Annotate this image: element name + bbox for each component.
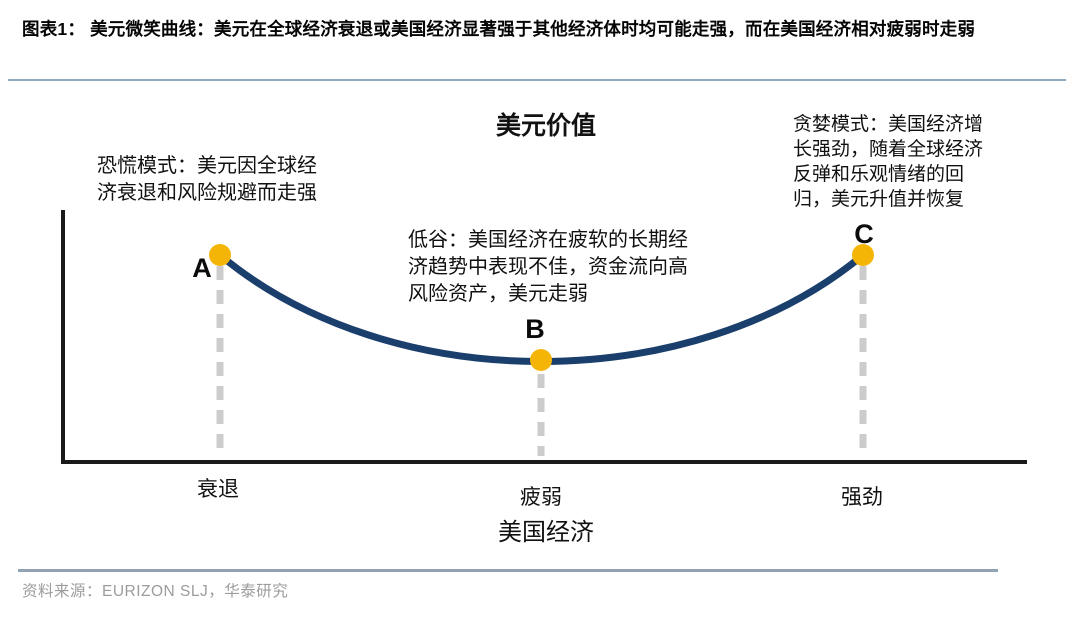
annotation-panic-mode: 恐慌模式：美元因全球经济衰退和风险规避而走强 xyxy=(97,155,317,204)
point-c xyxy=(852,244,874,266)
chart-canvas: A B C xyxy=(61,210,1027,464)
annotation-greed-mode: 贪婪模式：美国经济增长强劲，随着全球经济反弹和乐观情绪的回归，美元升值并恢复 xyxy=(793,114,984,210)
point-b-label: B xyxy=(525,314,545,344)
point-c-label: C xyxy=(854,219,874,249)
x-tick-recession: 衰退 xyxy=(197,477,239,501)
x-tick-weak: 疲弱 xyxy=(520,485,562,509)
point-a xyxy=(209,244,231,266)
axes xyxy=(61,210,1027,464)
y-value-title: 美元价值 xyxy=(495,113,596,140)
footer-divider xyxy=(18,569,998,572)
x-tick-strong: 强劲 xyxy=(841,485,883,509)
dollar-smile-chart: A B C 美元价值 恐慌模式：美元因全球经济衰退和风险规避而走强 低谷：美国经… xyxy=(0,82,1080,562)
annotation-trough: 低谷：美国经济在疲软的长期经济趋势中表现不佳，资金流向高风险资产，美元走弱 xyxy=(408,229,688,305)
figure-title: 图表1： 美元微笑曲线：美元在全球经济衰退或美国经济显著强于其他经济体时均可能走… xyxy=(22,19,976,39)
point-a-label: A xyxy=(192,253,212,283)
source-note: 资料来源：EURIZON SLJ，华泰研究 xyxy=(22,583,289,600)
x-axis-title: 美国经济 xyxy=(498,520,594,546)
title-divider xyxy=(8,79,1066,81)
point-b xyxy=(530,349,552,371)
